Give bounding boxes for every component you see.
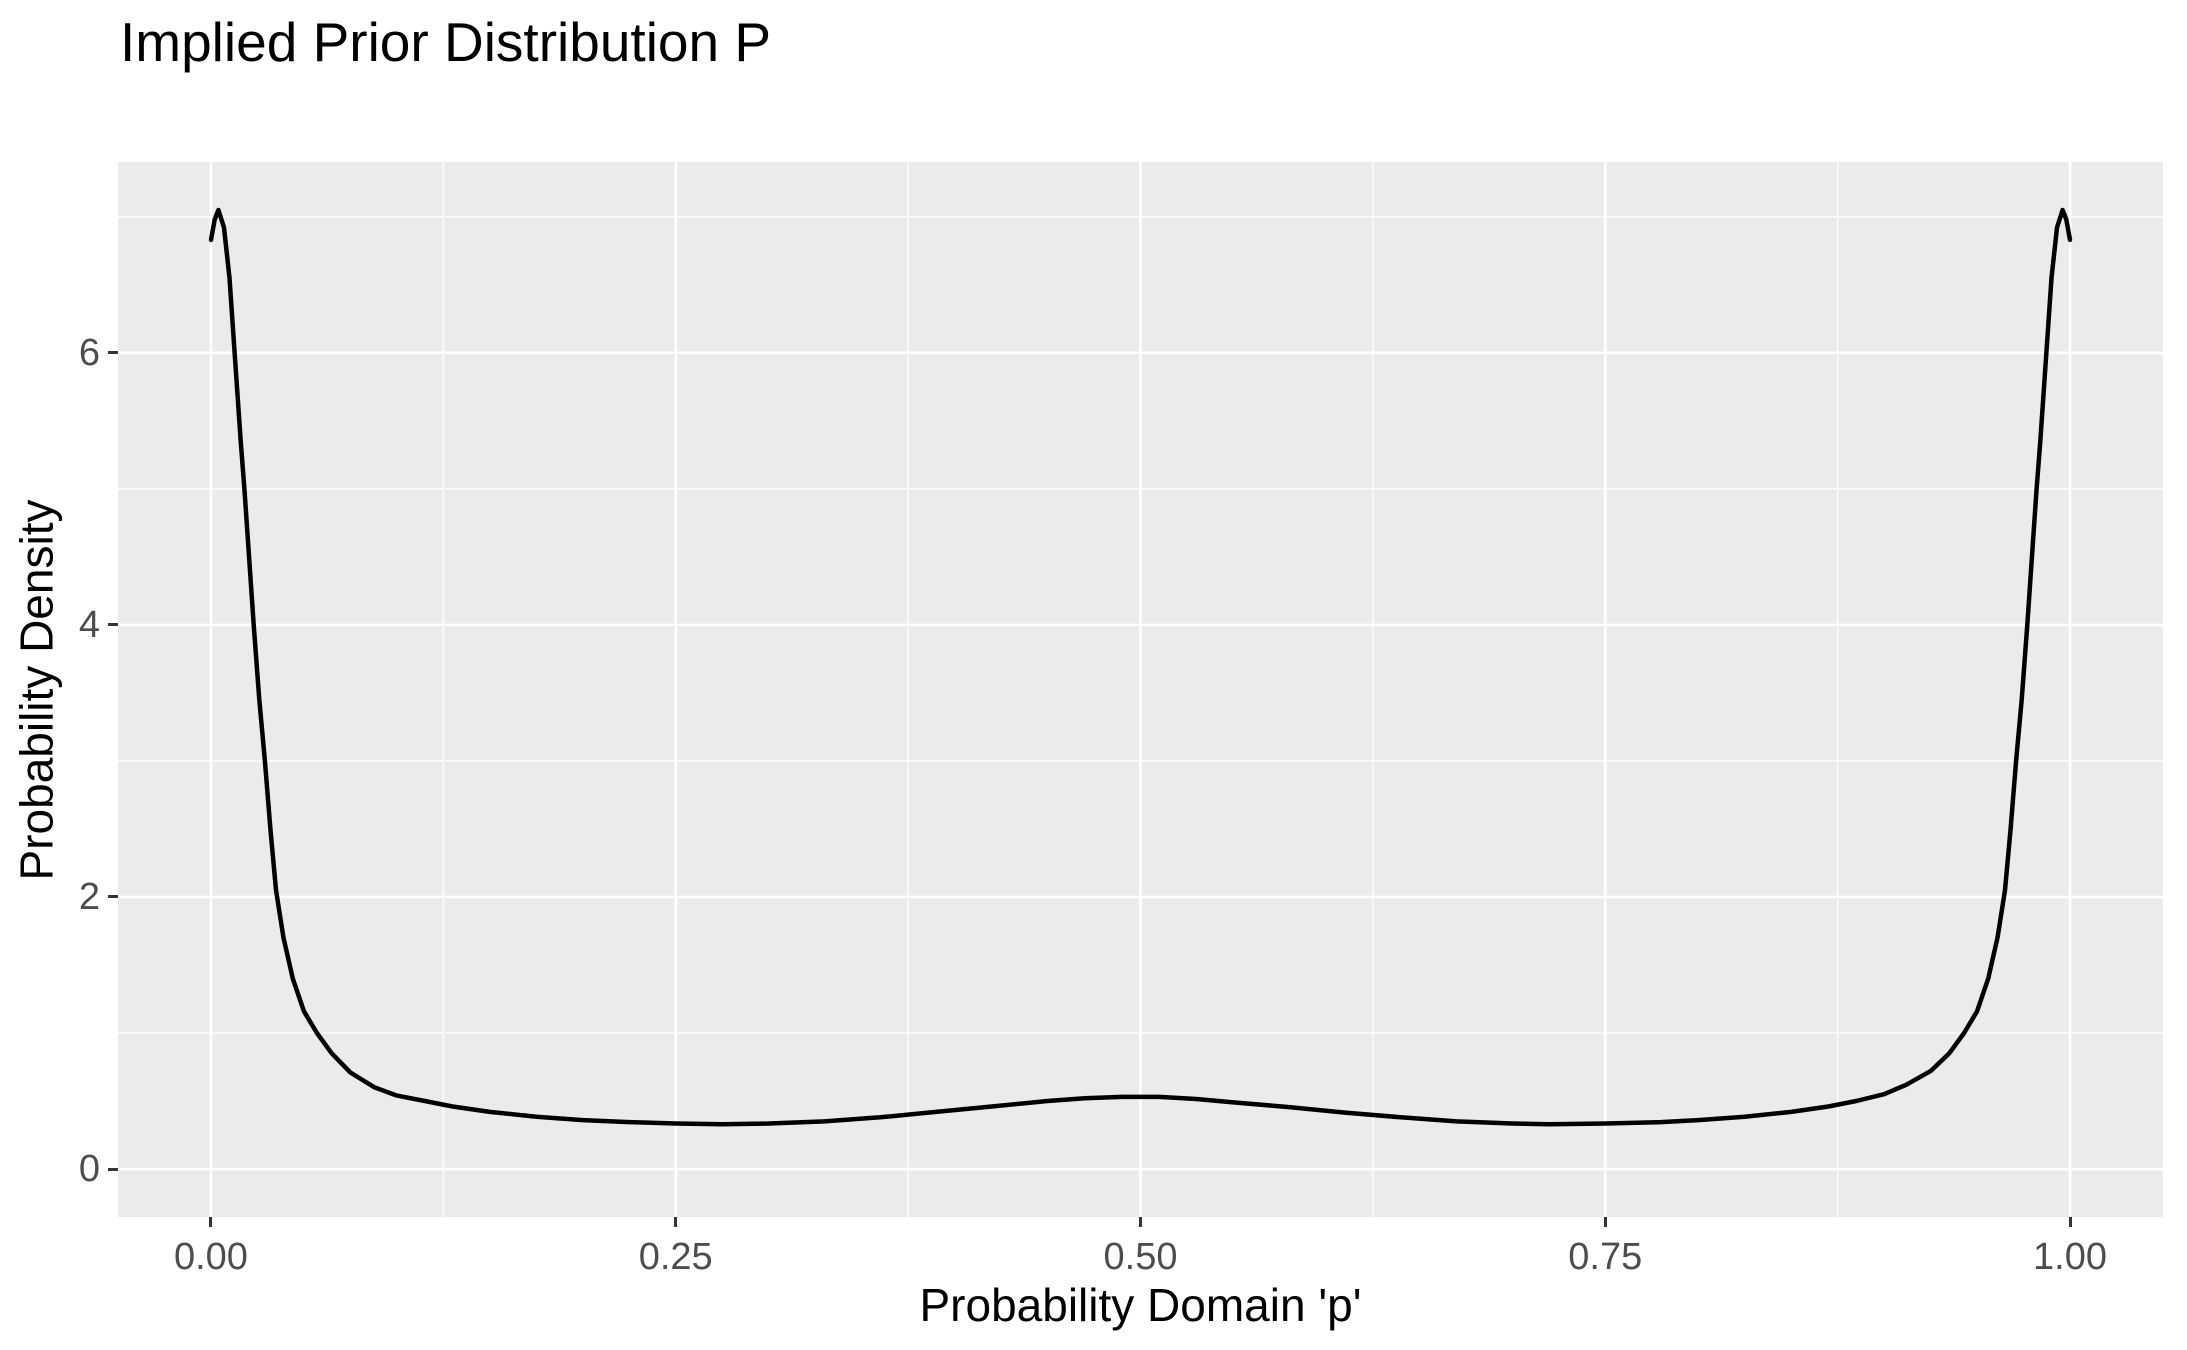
y-tick-mark (108, 895, 118, 899)
x-tick-mark (674, 1217, 678, 1227)
y-tick-label: 4 (78, 603, 100, 646)
chart-title: Implied Prior Distribution P (120, 11, 772, 73)
y-axis-title: Probability Density (10, 499, 62, 880)
x-tick-label: 0.50 (1103, 1236, 1178, 1278)
y-tick-mark (108, 1167, 118, 1171)
density-curve (208, 207, 2073, 1127)
x-axis-title: Probability Domain 'p' (919, 1279, 1362, 1331)
y-tick-mark (108, 623, 118, 627)
y-tick-label: 6 (78, 331, 100, 374)
x-tick-mark (209, 1217, 213, 1227)
y-tick-label: 2 (78, 875, 100, 918)
y-tick-mark (108, 351, 118, 355)
y-axis-title-wrap: Probability Density (0, 162, 72, 1217)
x-tick-mark (1603, 1217, 1607, 1227)
x-tick-label: 0.25 (638, 1236, 713, 1278)
x-tick-mark (2068, 1217, 2072, 1227)
x-tick-label: 1.00 (2033, 1236, 2108, 1278)
plot-panel (118, 162, 2163, 1217)
x-tick-label: 0.00 (173, 1236, 248, 1278)
plot-svg (118, 162, 2163, 1217)
y-tick-label: 0 (78, 1148, 100, 1191)
x-tick-mark (1139, 1217, 1142, 1227)
x-tick-label: 0.75 (1568, 1236, 1643, 1278)
